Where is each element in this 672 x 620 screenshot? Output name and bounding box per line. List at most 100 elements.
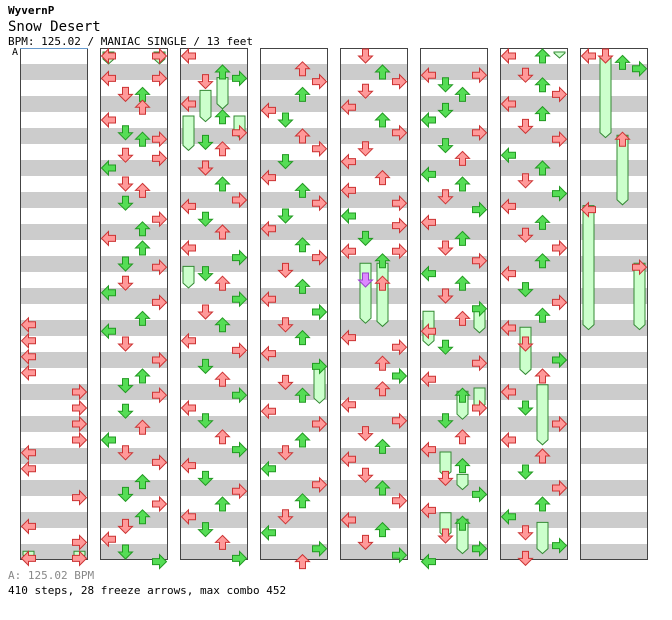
column-border (180, 48, 248, 560)
arrow-right-icon (232, 342, 248, 359)
beat-stripe (100, 64, 168, 80)
arrow-down-icon (437, 240, 454, 256)
arrow-up-icon (534, 307, 551, 323)
beat-stripe (420, 128, 488, 144)
beat-stripe (100, 192, 168, 208)
beat-stripe (340, 224, 408, 240)
arrow-left-icon (180, 95, 196, 113)
beat-stripe (100, 96, 168, 112)
arrow-down-icon (197, 522, 214, 538)
arrow-right-icon (552, 130, 568, 148)
arrow-left-icon (340, 98, 356, 116)
freeze-arrow (536, 384, 549, 446)
beat-stripe (20, 96, 88, 112)
arrow-left-icon (180, 239, 196, 257)
arrow-right-icon (392, 412, 408, 430)
arrow-left-icon (20, 348, 36, 366)
beat-stripe (180, 384, 248, 400)
arrow-left-icon (100, 284, 116, 302)
arrow-down-icon (357, 272, 374, 288)
arrow-up-icon (214, 429, 231, 445)
arrow-down-icon (437, 77, 454, 93)
arrow-left-icon (500, 47, 516, 65)
arrow-right-icon (152, 495, 168, 513)
arrow-right-icon (152, 351, 168, 369)
arrow-right-icon (72, 415, 88, 433)
arrow-right-icon (552, 415, 568, 433)
beat-stripe (100, 448, 168, 464)
beat-stripe (500, 448, 568, 464)
arrow-left-icon (20, 364, 36, 382)
arrow-up-icon (214, 371, 231, 387)
arrow-up-icon (454, 310, 471, 326)
arrow-left-icon (420, 214, 436, 231)
beat-stripe (100, 256, 168, 272)
arrow-up-icon (294, 553, 311, 570)
arrow-left-icon (180, 198, 196, 215)
chart-column (260, 48, 328, 560)
arrow-left-icon (180, 47, 196, 65)
arrow-right-icon (552, 86, 568, 103)
beat-stripe (340, 512, 408, 528)
arrow-right-icon (472, 486, 488, 503)
beat-stripe (580, 512, 648, 528)
beat-stripe (180, 192, 248, 208)
arrow-up-icon (374, 438, 391, 454)
arrow-right-icon (152, 454, 168, 471)
beat-stripe (420, 448, 488, 464)
beat-stripe (580, 480, 648, 496)
arrow-down-icon (117, 195, 134, 211)
arrow-up-icon (374, 64, 391, 80)
beat-stripe (420, 256, 488, 272)
arrow-down-icon (277, 374, 294, 391)
arrow-right-icon (472, 399, 488, 417)
beat-stripe (500, 544, 568, 560)
arrow-down-icon (437, 339, 454, 355)
beat-stripe (20, 256, 88, 272)
arrow-up-icon (614, 54, 631, 70)
arrow-left-icon (500, 95, 516, 113)
arrow-up-icon (374, 169, 391, 186)
beat-stripe (500, 224, 568, 240)
arrow-left-icon (20, 518, 36, 535)
beat-stripe (100, 128, 168, 144)
beat-stripe (20, 128, 88, 144)
beat-stripe (180, 448, 248, 464)
arrow-left-icon (20, 332, 36, 350)
chart-column (500, 48, 568, 560)
beat-stripe (180, 256, 248, 272)
arrow-down-icon (277, 112, 294, 128)
arrow-down-icon (437, 189, 454, 205)
beat-stripe (180, 352, 248, 368)
beat-stripe (580, 416, 648, 432)
arrow-left-icon (260, 460, 276, 478)
beat-stripe (420, 192, 488, 208)
arrow-right-icon (392, 338, 408, 356)
arrow-left-icon (260, 102, 276, 119)
beat-stripe (500, 128, 568, 144)
arrow-left-icon (100, 530, 116, 548)
arrow-down-icon (117, 86, 134, 103)
arrow-right-icon (232, 191, 248, 209)
beat-stripe (20, 544, 88, 560)
beat-stripe (500, 160, 568, 176)
arrow-down-icon (197, 304, 214, 320)
arrow-down-icon (117, 176, 134, 192)
arrow-left-icon (340, 511, 356, 529)
beat-stripe (260, 448, 328, 464)
beat-stripe (580, 224, 648, 240)
chart-column (340, 48, 408, 560)
chart-meta: BPM: 125.02 / MANIAC SINGLE / 13 feet (8, 35, 254, 48)
beat-stripe (580, 64, 648, 80)
beat-stripe (420, 512, 488, 528)
beat-stripe (420, 352, 488, 368)
arrow-up-icon (534, 105, 551, 122)
beat-stripe (100, 320, 168, 336)
beat-stripe (100, 544, 168, 560)
beat-stripe (260, 480, 328, 496)
arrow-down-icon (197, 74, 214, 90)
arrow-up-icon (374, 275, 391, 291)
arrow-left-icon (420, 502, 436, 519)
freeze-arrow (199, 89, 212, 123)
arrow-up-icon (454, 387, 471, 403)
